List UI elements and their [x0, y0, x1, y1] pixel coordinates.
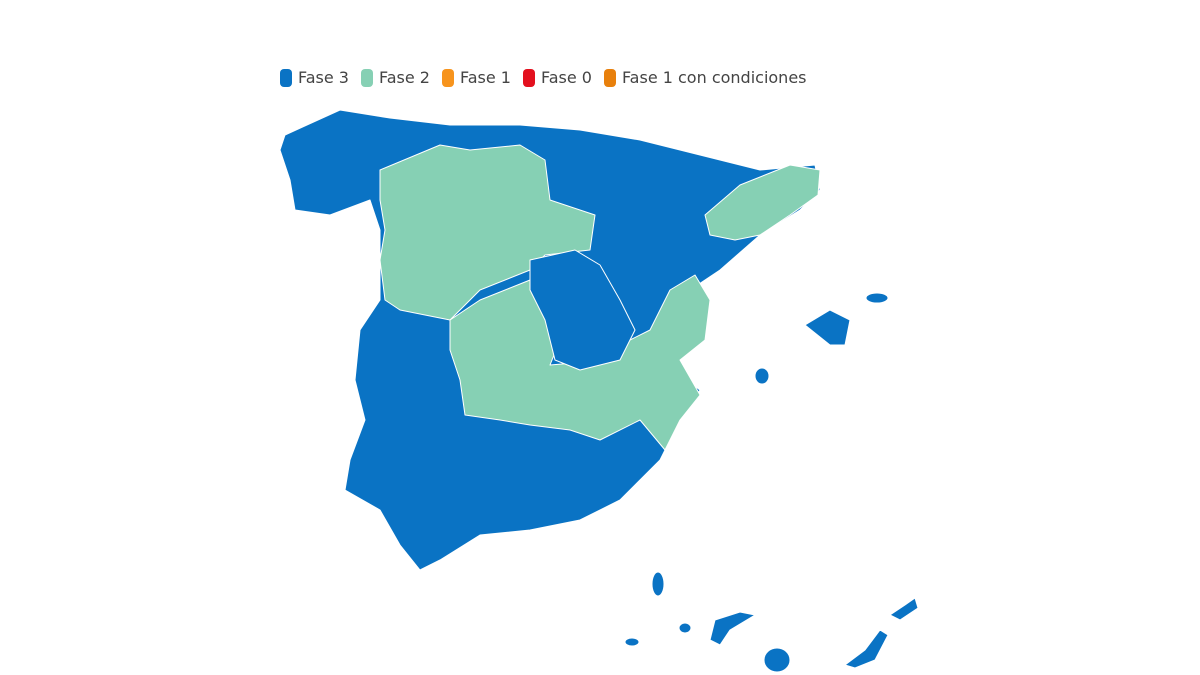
northeast-region[interactable]	[704, 164, 821, 241]
island[interactable]	[709, 611, 756, 646]
island[interactable]	[624, 637, 640, 647]
island[interactable]	[678, 622, 692, 634]
legend-swatch	[280, 68, 292, 87]
legend-item[interactable]: Fase 0	[522, 68, 592, 87]
island[interactable]	[889, 597, 919, 621]
legend-swatch	[603, 68, 616, 87]
islands	[624, 292, 919, 673]
legend-label: Fase 0	[540, 68, 592, 87]
legend-item[interactable]: Fase 1	[441, 68, 511, 87]
island[interactable]	[651, 571, 665, 597]
island[interactable]	[804, 309, 851, 346]
island[interactable]	[754, 367, 770, 385]
island[interactable]	[844, 629, 889, 669]
legend-item[interactable]: Fase 2	[360, 68, 430, 87]
legend-label: Fase 1	[459, 68, 511, 87]
legend-swatch	[441, 68, 454, 87]
legend-label: Fase 3	[298, 68, 349, 87]
legend-item[interactable]: Fase 3	[280, 68, 349, 87]
legend-label: Fase 2	[378, 68, 430, 87]
island[interactable]	[865, 292, 889, 304]
legend-label: Fase 1 con condiciones	[621, 68, 807, 87]
legend-swatch	[360, 68, 373, 87]
central-region[interactable]	[529, 249, 636, 371]
legend-item[interactable]: Fase 1 con condiciones	[603, 68, 807, 87]
island[interactable]	[763, 647, 791, 673]
map-legend: Fase 3 Fase 2 Fase 1 Fase 0 Fase 1 con condi…	[280, 68, 807, 87]
legend-swatch	[522, 68, 535, 87]
